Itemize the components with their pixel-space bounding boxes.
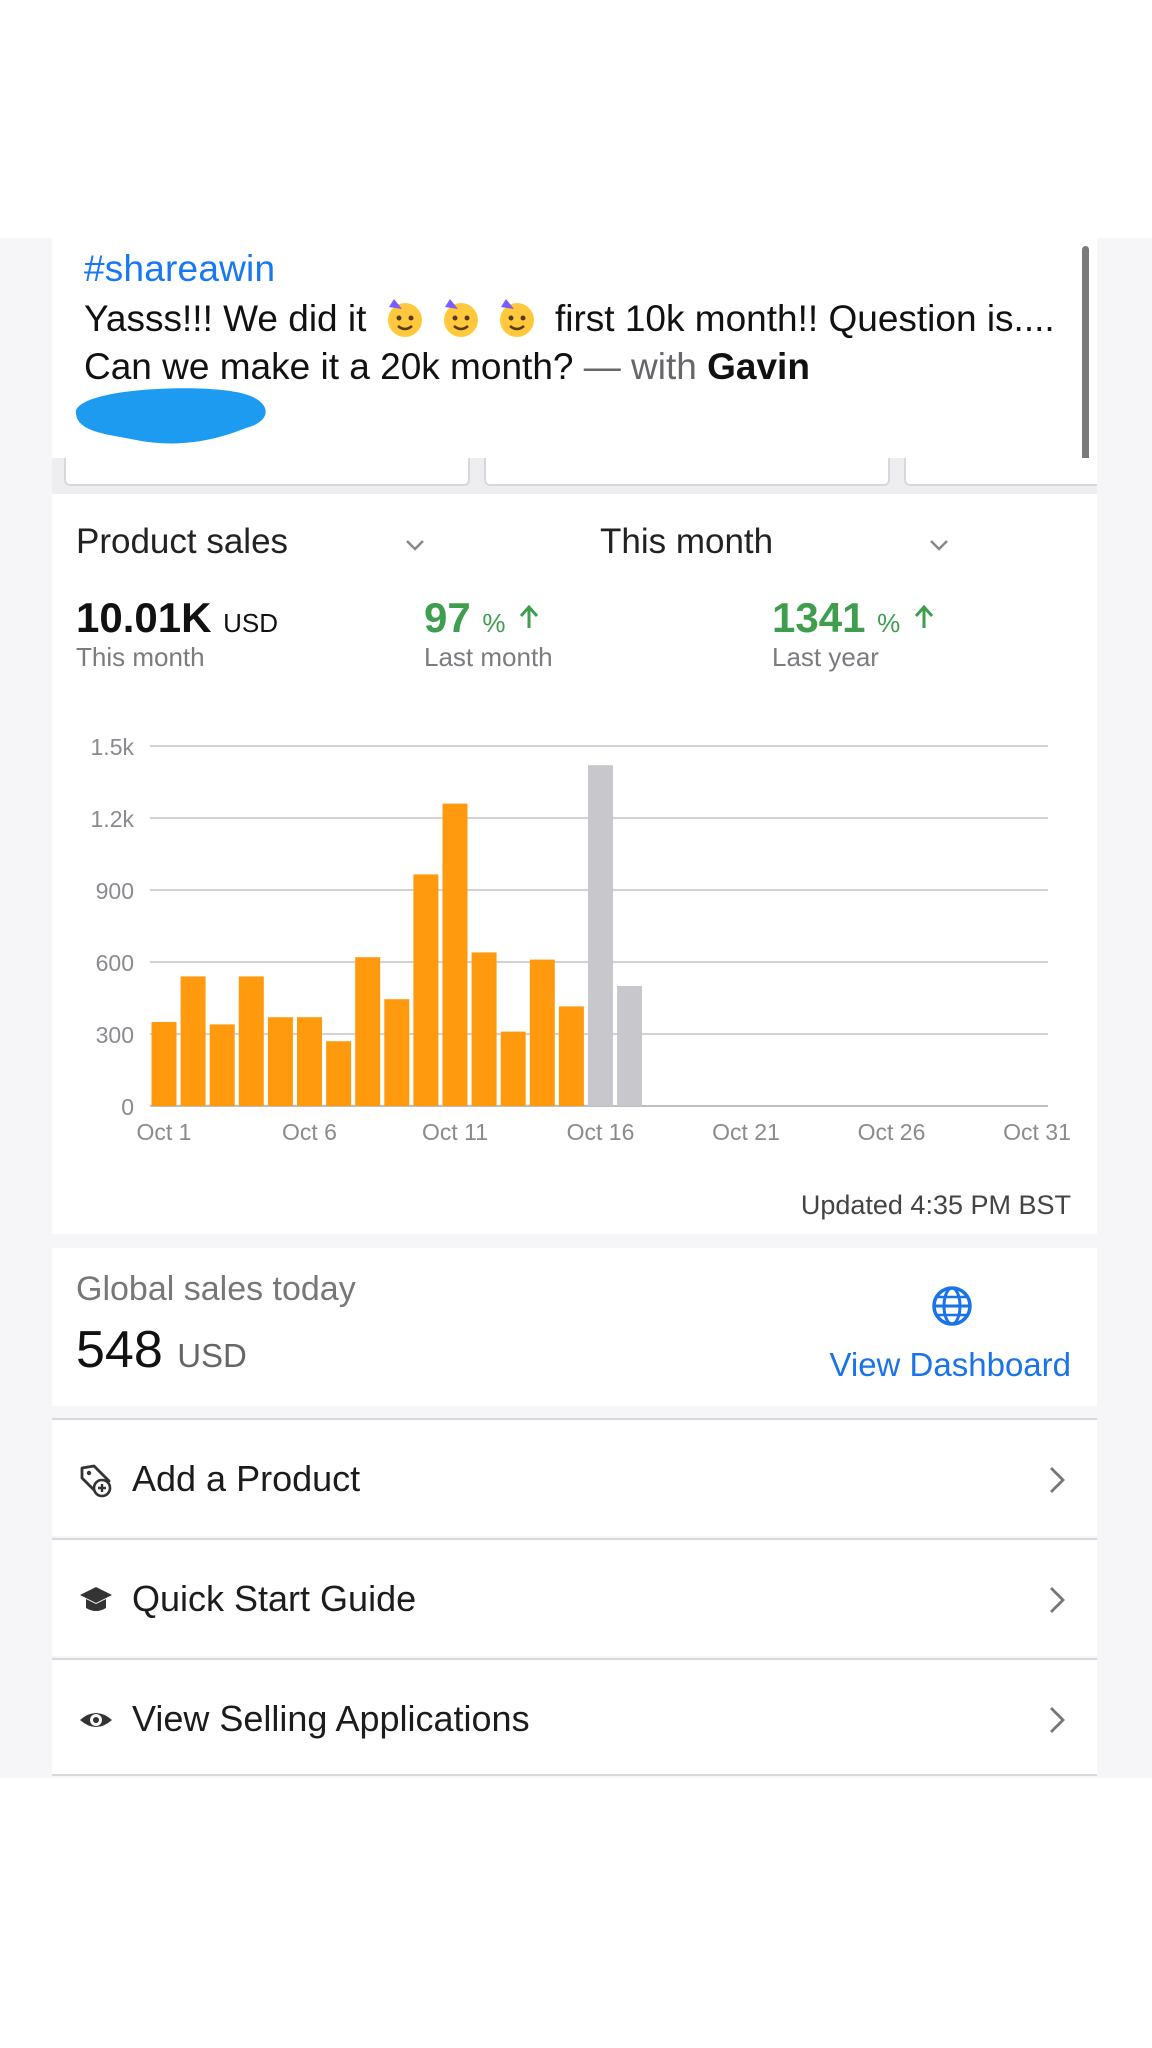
x-tick-label: Oct 21 bbox=[712, 1119, 780, 1145]
stat-last-year-value: 1341 % bbox=[772, 594, 936, 642]
party-face-emoji-icon bbox=[387, 299, 422, 337]
post-text-before: Yasss!!! We did it bbox=[84, 298, 367, 339]
tagged-name[interactable]: Gavin bbox=[707, 346, 810, 387]
stat-this-month-label: This month bbox=[76, 642, 205, 672]
global-sales-label: Global sales today bbox=[76, 1270, 356, 1308]
global-sales-panel: Global sales today 548 USD View Dashboar… bbox=[52, 1248, 1097, 1406]
menu-item-selling-applications[interactable]: View Selling Applications bbox=[52, 1658, 1097, 1776]
period-dropdown[interactable]: This month bbox=[600, 522, 774, 561]
global-sales-value: 548 USD bbox=[76, 1321, 247, 1379]
tag-add-icon bbox=[80, 1464, 112, 1498]
y-tick-label: 1.5k bbox=[91, 734, 135, 760]
party-face-emoji-icon bbox=[443, 299, 478, 337]
eye-icon bbox=[80, 1713, 112, 1727]
view-dashboard-link[interactable]: View Dashboard bbox=[829, 1346, 1071, 1383]
chart-bar bbox=[529, 959, 555, 1106]
x-tick-label: Oct 6 bbox=[282, 1119, 337, 1145]
menu-item-add-product[interactable]: Add a Product bbox=[52, 1418, 1097, 1536]
chart-bar bbox=[297, 1017, 322, 1106]
stat-last-month-value: 97 % bbox=[424, 594, 541, 642]
y-tick-label: 0 bbox=[121, 1094, 134, 1120]
post-text-after: first 10k month!! Question is.... Can we… bbox=[84, 298, 1055, 387]
menu-item-label: Quick Start Guide bbox=[132, 1578, 417, 1619]
chevron-right-icon bbox=[1050, 1467, 1065, 1493]
chart-bar bbox=[588, 765, 613, 1106]
post-text: Yasss!!! We did it first 10k month!! Que… bbox=[84, 295, 1094, 391]
summary-card[interactable] bbox=[904, 458, 1097, 486]
chart-bar bbox=[238, 976, 264, 1106]
chart-bar bbox=[442, 803, 468, 1106]
chart-bar bbox=[180, 976, 206, 1106]
chart-bar bbox=[209, 1024, 235, 1106]
summary-cards-strip bbox=[52, 458, 1097, 494]
chevron-down-icon[interactable] bbox=[404, 534, 426, 556]
chevron-down-icon[interactable] bbox=[928, 534, 950, 556]
graduation-cap-icon bbox=[80, 1587, 112, 1611]
updated-timestamp: Updated 4:35 PM BST bbox=[800, 1190, 1071, 1220]
menu-item-label: Add a Product bbox=[132, 1458, 361, 1499]
globe-icon[interactable] bbox=[930, 1284, 974, 1328]
stat-this-month-value: 10.01K USD bbox=[76, 594, 279, 641]
y-tick-label: 1.2k bbox=[91, 806, 135, 832]
x-tick-label: Oct 26 bbox=[858, 1119, 926, 1145]
y-tick-label: 300 bbox=[96, 1022, 134, 1048]
chart-bar bbox=[384, 999, 410, 1106]
y-tick-label: 900 bbox=[96, 878, 134, 904]
arrow-up-icon bbox=[914, 604, 934, 628]
product-sales-panel: Product sales This month 10.01K USD This… bbox=[52, 494, 1097, 1234]
chart-bar bbox=[558, 1006, 584, 1106]
summary-card[interactable] bbox=[64, 458, 470, 486]
hashtag-link[interactable]: #shareawin bbox=[84, 248, 276, 289]
post-caption: #shareawin Yasss!!! We did it first 10k … bbox=[52, 238, 1097, 458]
arrow-up-icon bbox=[520, 604, 539, 628]
chevron-right-icon bbox=[1050, 1707, 1065, 1733]
menu-item-quick-start[interactable]: Quick Start Guide bbox=[52, 1538, 1097, 1656]
sales-bar-chart: 0 300 600 900 1.2k 1.5k Oct 1 Oct 6 Oct 11 Oct 16… bbox=[91, 734, 1071, 1145]
chart-bar bbox=[151, 1022, 177, 1106]
chart-bar bbox=[413, 874, 439, 1106]
menu-item-label: View Selling Applications bbox=[132, 1698, 530, 1739]
stat-last-month-label: Last month bbox=[424, 642, 553, 672]
chart-bar bbox=[500, 1031, 526, 1106]
chart-bar bbox=[355, 957, 381, 1106]
x-tick-label: Oct 16 bbox=[567, 1119, 635, 1145]
with-text: — with bbox=[583, 346, 697, 387]
y-tick-label: 600 bbox=[96, 950, 134, 976]
party-face-emoji-icon bbox=[499, 299, 534, 337]
chart-bar bbox=[267, 1017, 293, 1106]
redaction-scribble bbox=[75, 388, 266, 444]
chart-bar bbox=[617, 986, 643, 1106]
chevron-right-icon bbox=[1050, 1587, 1065, 1613]
chart-bar bbox=[326, 1041, 352, 1106]
stat-last-year-label: Last year bbox=[772, 642, 879, 672]
metric-dropdown[interactable]: Product sales bbox=[76, 522, 289, 561]
x-tick-label: Oct 11 bbox=[422, 1119, 488, 1145]
chart-bar bbox=[471, 952, 497, 1106]
x-tick-label: Oct 1 bbox=[137, 1119, 192, 1145]
x-tick-label: Oct 31 bbox=[1003, 1119, 1071, 1145]
summary-card[interactable] bbox=[484, 458, 890, 486]
